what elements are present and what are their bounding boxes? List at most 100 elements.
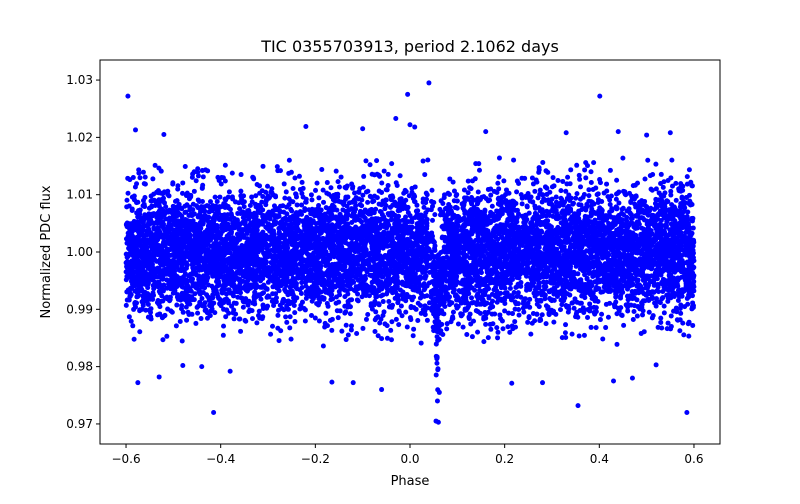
data-point [170, 290, 176, 296]
data-point [323, 249, 329, 255]
data-point [385, 211, 391, 217]
data-point [540, 159, 546, 165]
data-point [385, 183, 391, 189]
data-point [613, 293, 619, 299]
data-point [380, 299, 386, 305]
data-point [200, 174, 206, 180]
data-point [584, 275, 590, 281]
data-point [212, 310, 218, 316]
data-point [193, 320, 199, 326]
data-point [502, 300, 508, 306]
data-point [600, 336, 606, 342]
data-point [195, 310, 201, 316]
data-point [662, 204, 668, 210]
data-point [163, 204, 169, 210]
data-point [668, 192, 674, 198]
data-point [128, 318, 134, 324]
data-point [173, 323, 179, 329]
data-point [253, 193, 259, 199]
data-point [347, 271, 353, 277]
data-point [191, 188, 197, 194]
data-point [550, 175, 556, 181]
data-point [263, 189, 269, 195]
data-point [601, 190, 607, 196]
data-point [432, 212, 438, 218]
data-point [530, 311, 536, 316]
data-point [429, 187, 435, 193]
data-point [199, 296, 205, 302]
data-point [413, 208, 419, 214]
data-point [333, 300, 339, 306]
data-point [348, 323, 354, 329]
data-point [271, 203, 277, 209]
data-point [581, 332, 587, 338]
data-point [433, 372, 439, 378]
data-point [417, 295, 423, 301]
data-point [371, 198, 377, 204]
data-point [585, 314, 591, 320]
data-point [348, 327, 354, 333]
data-point [399, 205, 405, 211]
data-point [329, 327, 335, 333]
data-point [361, 173, 367, 179]
data-point [668, 221, 674, 227]
data-point [265, 303, 271, 309]
data-point [183, 304, 189, 310]
data-point [220, 332, 226, 338]
data-point [367, 162, 373, 168]
data-point [640, 312, 646, 318]
data-point [184, 317, 190, 323]
data-point [502, 308, 508, 314]
data-point [237, 206, 243, 212]
data-point [214, 199, 220, 205]
data-point [604, 181, 610, 187]
data-point [656, 190, 662, 196]
data-point [230, 220, 236, 226]
data-point [335, 315, 341, 321]
data-point [509, 198, 515, 204]
data-point [551, 319, 557, 325]
data-point [537, 187, 543, 193]
data-point [288, 336, 294, 342]
data-point [661, 310, 667, 316]
data-point [565, 174, 571, 180]
data-point [397, 173, 403, 179]
data-point [574, 299, 580, 305]
data-point [283, 189, 289, 195]
data-point [481, 253, 487, 259]
data-point [574, 191, 580, 197]
data-point [193, 178, 199, 184]
data-point [292, 175, 298, 181]
data-point [488, 186, 494, 192]
data-point [649, 315, 655, 321]
data-point [529, 320, 535, 326]
data-point [673, 180, 679, 186]
data-point [221, 323, 227, 329]
data-point [320, 343, 326, 349]
data-point [442, 192, 448, 198]
data-point [488, 192, 494, 198]
data-point [675, 317, 681, 323]
data-point [299, 280, 305, 286]
data-point [591, 310, 597, 316]
data-point [588, 324, 594, 330]
data-point [332, 198, 338, 204]
data-point [208, 308, 214, 314]
data-point [467, 185, 473, 191]
data-point [388, 327, 394, 333]
data-point [638, 330, 644, 336]
data-point [494, 325, 500, 331]
data-point [562, 330, 568, 336]
data-point [430, 217, 435, 223]
data-point [287, 325, 293, 331]
data-point [529, 175, 535, 181]
data-point [137, 329, 143, 335]
data-point [290, 186, 296, 192]
data-point [560, 178, 566, 184]
data-point [235, 210, 241, 216]
data-point [388, 337, 394, 343]
data-point [418, 340, 424, 346]
data-point [514, 189, 520, 195]
data-point [292, 319, 298, 325]
